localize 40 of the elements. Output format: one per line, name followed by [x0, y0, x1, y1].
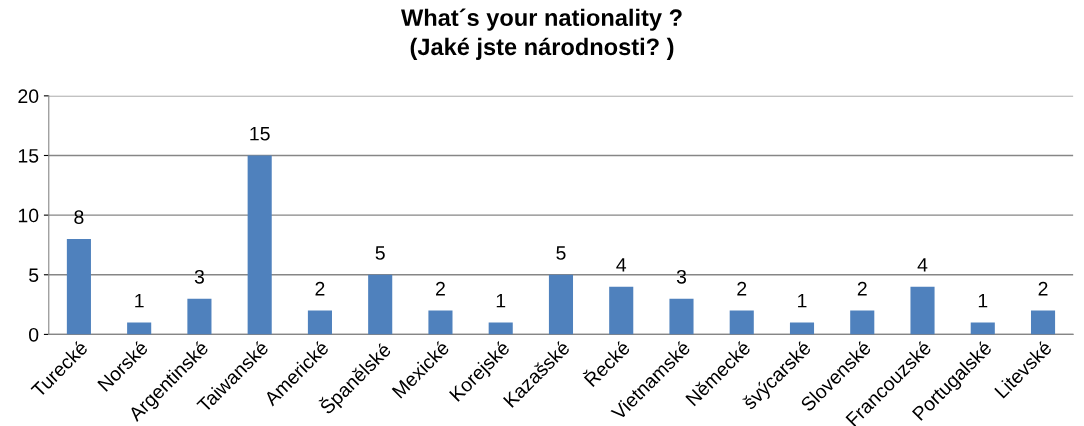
data-label: 4	[616, 258, 627, 272]
data-label: 3	[676, 269, 687, 284]
bar	[669, 298, 694, 335]
y-tick-label: 10	[18, 208, 39, 223]
bar	[307, 310, 332, 335]
chart-title: What´s your nationality ? (Jaké jste národnosti? )	[401, 8, 682, 60]
y-tick-label: 0	[29, 327, 39, 342]
data-label: 1	[135, 293, 144, 308]
bar	[789, 322, 815, 335]
data-label: 5	[556, 246, 566, 260]
bar	[910, 286, 935, 335]
data-label: 2	[1038, 281, 1048, 296]
data-label: 2	[436, 281, 445, 296]
data-label: 1	[798, 293, 807, 308]
bar	[488, 322, 513, 335]
data-label: 15	[250, 126, 270, 141]
bar	[66, 238, 91, 335]
bar	[187, 298, 212, 335]
data-label: 8	[74, 210, 84, 225]
data-label: 5	[375, 246, 385, 260]
data-label: 2	[857, 281, 867, 296]
data-label: 1	[978, 293, 988, 308]
data-label: 4	[917, 258, 928, 272]
bar	[970, 322, 995, 335]
data-label: 1	[496, 293, 506, 308]
bar	[247, 155, 272, 335]
y-tick-label: 20	[18, 89, 39, 104]
bar	[609, 286, 634, 335]
bar	[1030, 310, 1056, 335]
bar	[428, 310, 453, 335]
bar	[368, 274, 393, 335]
bar	[729, 310, 754, 335]
data-label: 2	[315, 281, 325, 296]
bar	[548, 274, 574, 335]
bar	[127, 322, 152, 335]
data-label: 2	[737, 281, 747, 296]
data-label: 3	[194, 269, 204, 284]
y-tick-label: 5	[29, 268, 39, 283]
y-tick-label: 15	[18, 149, 39, 163]
bar	[850, 310, 875, 335]
